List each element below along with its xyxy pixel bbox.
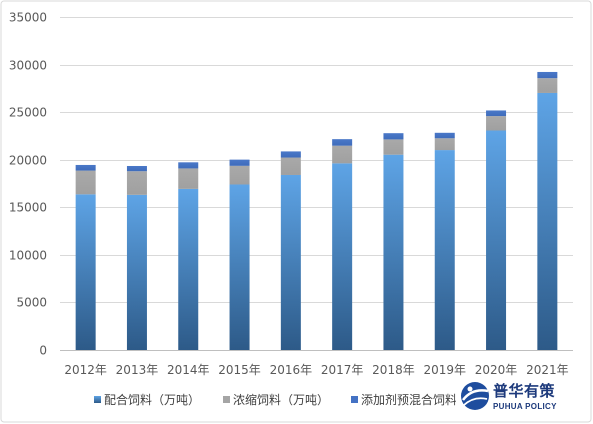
legend-label: 添加剂预混合饲料 xyxy=(361,392,457,407)
bar-segment-series-0 xyxy=(486,130,507,350)
bar-segment-series-0 xyxy=(332,163,353,350)
bar-stack xyxy=(383,133,404,350)
bar-segment-series-2 xyxy=(383,133,404,140)
x-tick-label: 2017年 xyxy=(321,363,364,377)
bar-segment-series-0 xyxy=(280,174,301,350)
x-tick-label: 2021年 xyxy=(526,363,569,377)
y-tick-label: 20000 xyxy=(9,154,47,168)
legend-item-premix-feed[interactable]: 添加剂预混合饲料 xyxy=(351,392,457,407)
legend-swatch xyxy=(94,396,101,403)
bar-segment-series-0 xyxy=(178,188,199,350)
bar-stack xyxy=(486,110,507,350)
legend-swatch xyxy=(351,396,358,403)
bar-segment-series-1 xyxy=(126,171,147,195)
bar-segment-series-2 xyxy=(280,151,301,158)
x-tick-label: 2012年 xyxy=(64,363,107,377)
bar-stack xyxy=(537,71,558,350)
bar-segment-series-2 xyxy=(126,165,147,172)
y-tick-label: 0 xyxy=(39,344,47,358)
bar-segment-series-2 xyxy=(75,164,96,171)
bar-segment-series-1 xyxy=(75,170,96,195)
bar-segment-series-2 xyxy=(486,110,507,117)
bar-stack xyxy=(178,162,199,350)
legend: 配合饲料（万吨） 浓缩饲料（万吨） 添加剂预混合饲料 xyxy=(94,392,457,407)
x-tick-label: 2014年 xyxy=(167,363,210,377)
y-axis-tick-labels: 0 5000 10000 15000 20000 25000 30000 35000 xyxy=(9,11,47,358)
bar-segment-series-2 xyxy=(537,71,558,79)
bar-segment-series-0 xyxy=(126,194,147,350)
y-tick-label: 25000 xyxy=(9,106,47,120)
bar-segment-series-1 xyxy=(486,116,507,131)
bar-stack xyxy=(229,159,250,350)
bar-segment-series-0 xyxy=(434,150,455,350)
bar-stack xyxy=(280,151,301,350)
bar-stacks xyxy=(75,71,558,350)
bar-stack xyxy=(126,165,147,350)
bar-segment-series-1 xyxy=(537,78,558,93)
logo-name: 普华有策 xyxy=(493,382,556,400)
bar-segment-series-0 xyxy=(383,154,404,350)
bar-segment-series-2 xyxy=(332,139,353,146)
bar-segment-series-0 xyxy=(537,92,558,350)
x-tick-label: 2019年 xyxy=(423,363,466,377)
legend-item-mixed-feed[interactable]: 配合饲料（万吨） xyxy=(94,392,200,407)
bar-segment-series-1 xyxy=(434,138,455,151)
x-tick-label: 2013年 xyxy=(116,363,159,377)
bar-stack xyxy=(332,139,353,350)
logo-subtitle: PUHUA POLICY xyxy=(493,402,557,411)
bar-stack xyxy=(75,164,96,350)
y-tick-label: 35000 xyxy=(9,11,47,25)
bar-segment-series-1 xyxy=(178,168,199,189)
legend-swatch xyxy=(223,396,230,403)
bar-stack xyxy=(434,132,455,350)
x-tick-label: 2016年 xyxy=(270,363,313,377)
x-tick-label: 2018年 xyxy=(372,363,415,377)
bar-segment-series-1 xyxy=(280,157,301,175)
x-tick-label: 2020年 xyxy=(475,363,518,377)
y-tick-label: 15000 xyxy=(9,201,47,215)
x-tick-label: 2015年 xyxy=(218,363,261,377)
bar-segment-series-1 xyxy=(229,165,250,185)
y-tick-label: 30000 xyxy=(9,59,47,73)
legend-label: 浓缩饲料（万吨） xyxy=(233,392,329,407)
bar-segment-series-1 xyxy=(332,145,353,164)
bar-segment-series-2 xyxy=(178,162,199,169)
puhua-logo: 普华有策 PUHUA POLICY xyxy=(456,378,558,414)
bar-segment-series-0 xyxy=(75,194,96,350)
legend-item-concentrated-feed[interactable]: 浓缩饲料（万吨） xyxy=(223,392,329,407)
x-axis-tick-labels: 2012年 2013年 2014年 2015年 2016年 2017年 2018年 2019年… xyxy=(64,363,568,377)
bar-segment-series-2 xyxy=(434,132,455,139)
bar-segment-series-1 xyxy=(383,139,404,155)
y-tick-label: 10000 xyxy=(9,249,47,263)
legend-label: 配合饲料（万吨） xyxy=(104,392,200,407)
logo-emblem-icon xyxy=(461,382,489,410)
y-tick-label: 5000 xyxy=(16,296,47,310)
bar-segment-series-2 xyxy=(229,159,250,166)
bar-segment-series-0 xyxy=(229,184,250,350)
